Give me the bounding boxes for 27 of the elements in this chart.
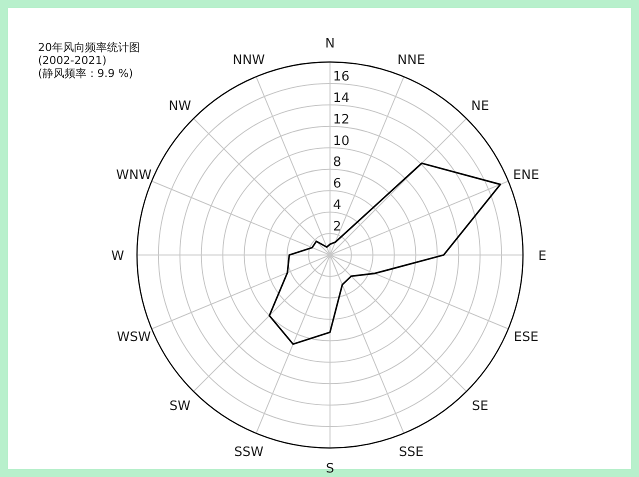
spoke-label: WSW: [116, 330, 151, 346]
spoke-label: NNE: [397, 52, 426, 68]
spoke-label: NE: [471, 98, 490, 114]
spoke-label: SSE: [398, 445, 424, 460]
spoke-label: E: [538, 249, 546, 264]
y-tick-label: 8: [333, 155, 342, 170]
spoke-label: NNW: [232, 52, 266, 68]
y-tick-label: 16: [333, 69, 350, 84]
spoke-label: WNW: [116, 168, 152, 183]
spoke-label: SE: [472, 399, 488, 414]
y-tick-label: 14: [333, 90, 350, 106]
spoke-label: SSW: [234, 445, 264, 460]
spoke-label: ESE: [514, 330, 538, 346]
chart-title: 20年风向频率统计图: [38, 41, 140, 54]
y-tick-label: 4: [333, 198, 342, 214]
spoke-label: NW: [168, 98, 192, 114]
y-tick-label: 10: [333, 134, 350, 149]
text: (静风频率：9.9 %): [38, 67, 134, 80]
spoke-label: W: [111, 249, 124, 264]
spoke-label: SW: [169, 399, 191, 414]
y-tick-label: 2: [333, 220, 342, 235]
spoke-label: ENE: [513, 168, 540, 183]
text: (2002-2021): [38, 54, 107, 67]
spoke-label: N: [325, 36, 335, 52]
spoke-label: S: [326, 461, 334, 476]
y-tick-label: 12: [333, 112, 350, 128]
y-tick-label: 6: [333, 176, 342, 192]
